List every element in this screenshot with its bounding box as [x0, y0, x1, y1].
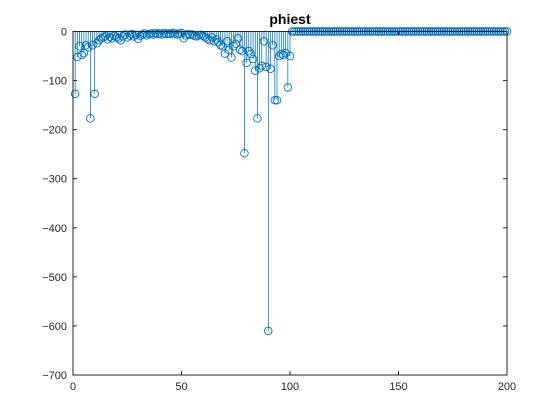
stem-marker	[279, 50, 288, 60]
y-axis-ticks: 0 −100 −200 −300 −400 −500 −600 −700	[42, 27, 507, 382]
stem-marker	[70, 89, 80, 99]
stem-marker	[285, 51, 295, 61]
stem-marker	[105, 32, 115, 42]
stem-marker	[264, 326, 273, 336]
stem-marker	[81, 40, 91, 50]
x-tick-label: 100	[281, 381, 299, 393]
stem-marker	[107, 34, 117, 43]
stem-marker	[92, 39, 102, 48]
stem-marker	[246, 49, 256, 59]
stem-marker	[90, 89, 99, 99]
stem-marker	[238, 46, 247, 56]
stem-marker	[259, 37, 269, 46]
stem-marker	[94, 36, 104, 45]
stem-marker	[270, 95, 280, 105]
stem-marker	[231, 39, 240, 49]
stem-marker	[229, 41, 238, 51]
y-tick-label: −300	[42, 174, 67, 186]
stem-marker	[127, 29, 136, 39]
stem-marker	[177, 28, 186, 38]
y-tick-label: −200	[42, 125, 67, 137]
stem-marker	[244, 46, 254, 56]
stem-marker	[201, 33, 210, 42]
y-tick-label: −100	[42, 76, 67, 88]
stem-marker	[233, 34, 243, 43]
stem-marker	[248, 54, 258, 64]
stem-marker	[255, 64, 264, 73]
y-tick-label: −600	[42, 321, 67, 333]
stem-marker	[86, 114, 95, 123]
stem-marker	[88, 40, 97, 50]
stem-marker	[261, 62, 271, 72]
y-tick-label: −700	[42, 370, 67, 382]
stem-marker	[129, 32, 139, 41]
stem-marker	[227, 53, 236, 62]
stem-marker	[198, 31, 208, 41]
y-tick-label: 0	[61, 27, 67, 39]
stem-marker	[140, 29, 149, 38]
x-tick-label: 0	[70, 381, 76, 393]
stem-marker	[207, 33, 217, 42]
stem-marker	[157, 30, 167, 39]
stem-marker	[268, 40, 277, 50]
x-tick-label: 200	[498, 381, 516, 393]
stem-marker	[136, 31, 145, 41]
stem-marker	[266, 64, 275, 74]
stem-marker	[179, 34, 188, 43]
plot-area	[73, 31, 507, 375]
stem-marker	[73, 52, 82, 62]
stem-marker	[120, 30, 130, 39]
stem-marker	[251, 66, 260, 76]
stem-marker	[118, 32, 128, 41]
stem-marker	[77, 50, 86, 60]
stem-marker	[149, 30, 158, 39]
y-tick-label: −400	[42, 223, 67, 235]
stem-marker	[242, 58, 251, 68]
x-tick-label: 50	[175, 381, 187, 393]
stem-marker	[114, 34, 123, 43]
stem-marker	[211, 35, 221, 44]
stem-marker	[101, 32, 110, 41]
stem-marker	[188, 30, 197, 39]
x-tick-label: 150	[389, 381, 407, 393]
stem-marker	[272, 95, 282, 105]
x-axis-ticks: 0 50 100 150 200	[70, 31, 516, 393]
stem-marker	[222, 37, 232, 46]
stem-marker	[253, 114, 262, 123]
stem-marker	[235, 45, 245, 54]
stem-marker	[209, 37, 219, 46]
chart-title: phiest	[269, 11, 311, 27]
stem-marker	[205, 36, 214, 45]
stem-marker	[283, 83, 293, 92]
stem-marker	[79, 48, 89, 58]
stem-marker	[75, 41, 84, 51]
stem-marker	[257, 61, 267, 71]
stem-marker	[133, 34, 143, 44]
stem-marker	[281, 48, 290, 58]
stem-marker	[109, 31, 119, 41]
marker-series	[70, 27, 512, 336]
stem-marker	[103, 35, 112, 44]
stem-marker	[83, 42, 93, 52]
y-tick-label: −500	[42, 272, 67, 284]
stem-marker	[240, 148, 249, 158]
